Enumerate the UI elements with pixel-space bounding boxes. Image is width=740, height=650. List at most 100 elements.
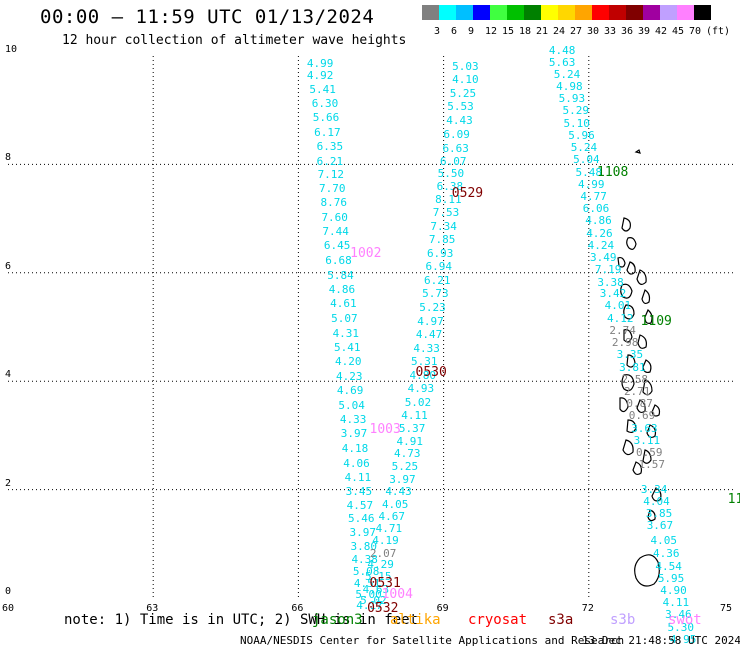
colorbar-swatch — [592, 5, 609, 20]
wave-height-value: 4.29 — [367, 558, 394, 572]
wave-height-value: 4.31 — [332, 326, 360, 340]
wave-height-value: 5.07 — [331, 311, 358, 325]
wave-height-value: 5.37 — [398, 421, 426, 435]
colorbar-swatch — [660, 5, 677, 20]
wave-height-value: 5.24 — [570, 141, 598, 155]
wave-height-value: 5.63 — [548, 55, 576, 69]
colorbar-label: 27 — [570, 26, 583, 37]
wave-height-value: 4.26 — [586, 226, 613, 240]
colorbar-label: 30 — [587, 26, 600, 37]
wave-height-value: 7.85 — [428, 233, 456, 247]
pass-time-label: 1002 — [350, 245, 382, 261]
colorbar-swatch — [626, 5, 643, 20]
lon-tick-label: 63 — [146, 603, 159, 614]
wave-height-value: 3.11 — [633, 433, 661, 447]
colorbar-label: (ft) — [706, 26, 731, 37]
satellite-legend-item: s3b — [610, 612, 636, 628]
wave-height-value: 4.93 — [407, 382, 435, 396]
wave-height-value: 5.48 — [575, 165, 603, 179]
wave-height-value: 3.45 — [345, 485, 373, 499]
wave-height-value: 4.01 — [604, 299, 632, 313]
wave-height-value: 8.11 — [435, 192, 462, 206]
wave-height-value: 4.69 — [336, 383, 364, 397]
wave-height-value: 4.54 — [655, 559, 682, 573]
wave-height-value: 4.36 — [652, 546, 680, 560]
wave-height-value: 7.19 — [594, 263, 622, 277]
wave-height-value: 4.11 — [344, 470, 372, 484]
wave-height-value: 5.03 — [452, 59, 479, 73]
timestamp: 13 Dec 21:48:58 UTC 2024 — [582, 634, 740, 647]
wave-height-value: 4.12 — [607, 311, 634, 325]
wave-height-value: 2.74 — [609, 324, 636, 338]
pass-time-label: 1108 — [597, 164, 629, 180]
wave-height-value: 4.23 — [335, 369, 363, 383]
wave-height-value: 4.57 — [346, 498, 374, 512]
maldives-coastline — [617, 149, 662, 587]
credit-line: NOAA/NESDIS Center for Satellite Applica… — [240, 634, 625, 647]
wave-height-value: 5.00 — [355, 588, 382, 602]
wave-height-value: 4.11 — [662, 596, 690, 610]
wave-height-value: 0.69 — [628, 409, 656, 423]
wave-height-value: 4.47 — [415, 328, 443, 342]
wave-height-value: 4.33 — [339, 413, 367, 427]
wave-height-value: 4.90 — [660, 584, 687, 598]
wave-height-value: 3.67 — [646, 519, 674, 533]
colorbar-label: 18 — [519, 26, 532, 37]
wave-height-value: 5.50 — [437, 167, 465, 181]
pass-time-label: 1003 — [369, 421, 401, 437]
chart-title: 00:00 – 11:59 UTC 01/13/2024 — [40, 6, 375, 28]
colorbar-swatch — [677, 5, 694, 20]
pass-time-label: 0531 — [369, 576, 401, 592]
wave-height-value: 6.38 — [436, 180, 464, 194]
wave-height-value: 2.07 — [369, 546, 397, 560]
wave-height-value: 3.80 — [350, 539, 377, 553]
wave-height-value: 5.02 — [360, 593, 387, 607]
wave-height-value: 3.85 — [645, 506, 673, 520]
colorbar-swatch — [456, 5, 473, 20]
wave-height-value: 4.18 — [341, 441, 369, 455]
lat-tick-label: 4 — [5, 369, 12, 381]
wave-height-value: 6.63 — [442, 142, 469, 156]
wave-height-value: 5.15 — [365, 570, 392, 584]
wave-height-value: 5.41 — [309, 82, 336, 96]
wave-height-value: 6.07 — [440, 154, 467, 168]
wave-height-value: 4.17 — [356, 599, 383, 613]
wave-height-value: 7.12 — [317, 168, 345, 182]
wave-height-value: 5.24 — [553, 67, 581, 81]
wave-height-value: 6.94 — [425, 260, 453, 274]
colorbar-label: 12 — [485, 26, 498, 37]
wave-height-value: 8.76 — [320, 196, 347, 210]
lat-tick-label: 6 — [5, 260, 12, 272]
wave-height-value: 4.33 — [413, 341, 440, 355]
wave-height-value: 5.31 — [410, 355, 438, 369]
wave-height-value: 3.97 — [389, 472, 416, 486]
lon-tick-label: 66 — [291, 603, 304, 614]
footer-note: note: 1) Time is in UTC; 2) SWH is in fe… — [64, 612, 419, 628]
wave-height-value: 4.19 — [372, 534, 399, 548]
wave-height-value: 4.71 — [375, 521, 403, 535]
wave-height-value: 5.73 — [422, 287, 449, 301]
colorbar-swatch — [609, 5, 626, 20]
wave-height-value: 3.38 — [597, 275, 624, 289]
wave-height-value: 4.51 — [353, 577, 381, 591]
wave-height-value: 4.91 — [396, 434, 423, 448]
pass-time-label: 1004 — [381, 587, 413, 603]
wave-height-value: 5.96 — [568, 129, 595, 143]
pass-time-label: 1110 — [727, 492, 740, 508]
wave-height-value: 3.81 — [619, 360, 646, 374]
wave-height-value: 4.86 — [328, 283, 356, 297]
wave-height-value: 6.21 — [316, 154, 344, 168]
pass-time-label: 0530 — [415, 365, 447, 381]
wave-height-value: 4.73 — [394, 447, 421, 461]
wave-height-value: 4.99 — [577, 177, 605, 191]
wave-height-value: 5.95 — [657, 572, 685, 586]
lon-tick-label: 75 — [720, 603, 733, 614]
colorbar-label: 70 — [689, 26, 702, 37]
colorbar-swatch — [524, 5, 541, 20]
wave-height-value: 5.04 — [338, 398, 365, 412]
wave-height-value: 2.71 — [623, 385, 651, 399]
colorbar-swatch — [507, 5, 524, 20]
wave-height-value: 3.35 — [616, 348, 644, 362]
colorbar-label: 24 — [553, 26, 566, 37]
